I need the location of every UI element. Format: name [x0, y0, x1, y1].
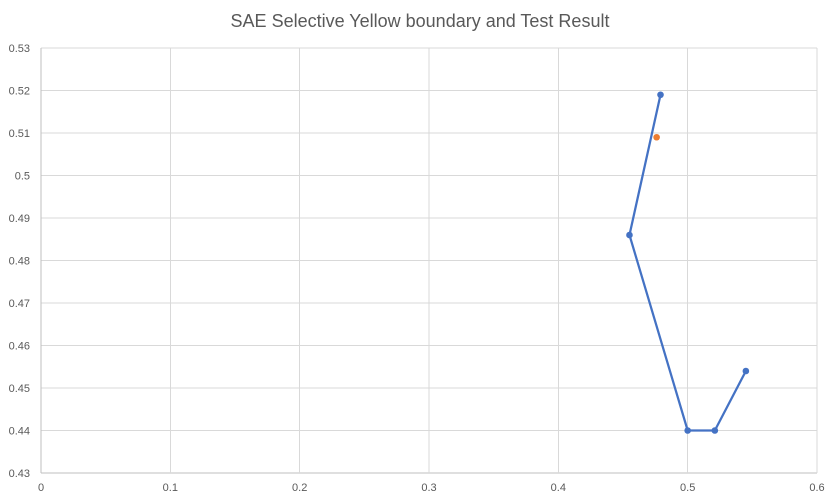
y-tick-label: 0.48 — [9, 256, 30, 268]
plot-area — [626, 91, 750, 434]
series-1-point — [657, 91, 664, 99]
series-1-point — [711, 427, 719, 434]
y-tick-label: 0.5 — [15, 171, 30, 183]
x-tick-label: 0 — [38, 482, 44, 494]
y-tick-label: 0.51 — [9, 128, 30, 140]
series-1-point — [742, 367, 750, 375]
series-1-point — [684, 427, 691, 434]
y-tick-label: 0.49 — [9, 213, 30, 225]
y-tick-label: 0.43 — [9, 468, 30, 480]
x-tick-label: 0.3 — [421, 482, 436, 494]
series-1-point — [626, 231, 633, 239]
y-tick-label: 0.47 — [9, 298, 30, 310]
x-tick-label: 0.5 — [680, 482, 695, 494]
x-tick-label: 0.2 — [292, 482, 307, 494]
x-tick-label: 0.4 — [551, 482, 566, 494]
y-tick-label: 0.44 — [9, 426, 30, 438]
x-axis-tick-labels: 0 0.1 0.2 0.3 0.4 0.5 0.6 — [38, 482, 825, 494]
x-tick-label: 0.1 — [163, 482, 178, 494]
y-tick-label: 0.46 — [9, 341, 30, 353]
y-tick-label: 0.52 — [9, 86, 30, 98]
chart-title: SAE Selective Yellow boundary and Test R… — [231, 11, 610, 31]
x-tick-label: 0.6 — [809, 482, 824, 494]
y-axis-tick-labels: 0.43 0.44 0.45 0.46 0.47 0.48 0.49 0.5 0.51 0.52 0… — [9, 43, 30, 480]
y-tick-label: 0.53 — [9, 43, 30, 55]
y-tick-label: 0.45 — [9, 383, 30, 395]
series-2-point — [653, 133, 660, 141]
grid — [40, 47, 818, 474]
